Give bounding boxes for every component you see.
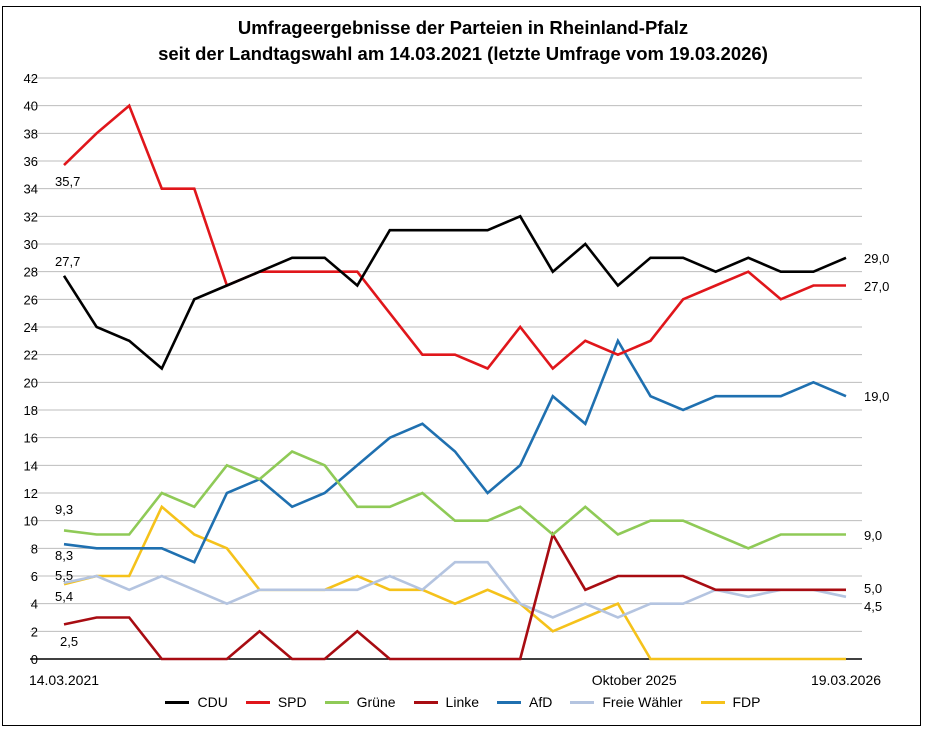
legend-label: Freie Wähler <box>602 694 683 710</box>
chart-subtitle: seit der Landtagswahl am 14.03.2021 (let… <box>158 43 768 64</box>
x-tick-label: 14.03.2021 <box>29 672 99 688</box>
start-data-label: 5,5 <box>55 568 73 583</box>
legend-item: SPD <box>245 694 307 710</box>
legend-label: Grüne <box>356 694 396 710</box>
legend-swatch <box>700 700 725 704</box>
legend-label: SPD <box>277 694 307 710</box>
y-tick-label: 14 <box>24 458 38 473</box>
y-tick-label: 24 <box>24 320 38 335</box>
start-data-label: 5,4 <box>55 589 73 604</box>
series-line-spd <box>63 103 846 371</box>
legend-label: FDP <box>732 694 761 710</box>
legend-label: AfD <box>529 694 553 710</box>
end-data-label: 29,0 <box>864 251 889 266</box>
y-tick-label: 6 <box>31 569 38 584</box>
series-line-linke <box>63 531 846 661</box>
y-tick-label: 8 <box>31 541 38 556</box>
legend-item: AfD <box>497 694 552 710</box>
legend-label: Linke <box>445 694 480 710</box>
y-tick-label: 20 <box>24 375 38 390</box>
y-tick-label: 28 <box>24 265 38 280</box>
start-data-label: 9,3 <box>55 502 73 517</box>
y-tick-label: 34 <box>24 182 38 197</box>
y-tick-label: 42 <box>24 71 38 86</box>
y-tick-label: 38 <box>24 126 38 141</box>
legend-item: Grüne <box>324 694 396 710</box>
end-data-label: 19,0 <box>864 389 889 404</box>
y-tick-label: 40 <box>24 99 38 114</box>
y-tick-label: 12 <box>24 486 38 501</box>
legend-item: CDU <box>165 694 228 710</box>
chart-title: Umfrageergebnisse der Parteien in Rheinl… <box>237 17 689 38</box>
legend-item: FDP <box>700 694 761 710</box>
y-tick-label: 26 <box>24 292 38 307</box>
end-data-label: 4,5 <box>864 599 882 614</box>
series-line-fdp <box>63 504 846 661</box>
legend-swatch <box>165 700 190 704</box>
start-data-label: 27,7 <box>55 254 80 269</box>
y-tick-label: 4 <box>31 597 38 612</box>
end-data-label: 5,0 <box>864 581 882 596</box>
legend-swatch <box>413 700 438 704</box>
y-tick-label: 18 <box>24 403 38 418</box>
legend-swatch <box>324 700 349 704</box>
end-data-label: 9,0 <box>864 528 882 543</box>
legend-swatch <box>245 700 270 704</box>
legend: CDU SPD Grüne Linke AfD Freie Wähler FDP <box>0 694 926 710</box>
legend-label: CDU <box>197 694 228 710</box>
y-tick-label: 36 <box>24 154 38 169</box>
end-data-label: 27,0 <box>864 279 889 294</box>
legend-item: Linke <box>413 694 480 710</box>
y-tick-label: 10 <box>24 514 38 529</box>
legend-swatch <box>497 700 522 704</box>
start-data-label: 2,5 <box>60 634 78 649</box>
chart-frame <box>2 6 921 726</box>
series-line-gruene <box>63 449 846 550</box>
y-tick-label: 2 <box>31 624 38 639</box>
y-tick-label: 22 <box>24 348 38 363</box>
y-tick-label: 30 <box>24 237 38 252</box>
x-tick-label: Oktober 2025 <box>592 672 677 688</box>
start-data-label: 8,3 <box>55 548 73 563</box>
y-tick-label: 32 <box>24 209 38 224</box>
series-line-cdu <box>62 214 847 371</box>
x-tick-label: 19.03.2026 <box>811 672 881 688</box>
start-data-label: 35,7 <box>55 174 80 189</box>
y-tick-label: 0 <box>31 652 38 667</box>
legend-item: Freie Wähler <box>570 694 683 710</box>
y-tick-label: 16 <box>24 431 38 446</box>
legend-swatch <box>570 700 595 704</box>
